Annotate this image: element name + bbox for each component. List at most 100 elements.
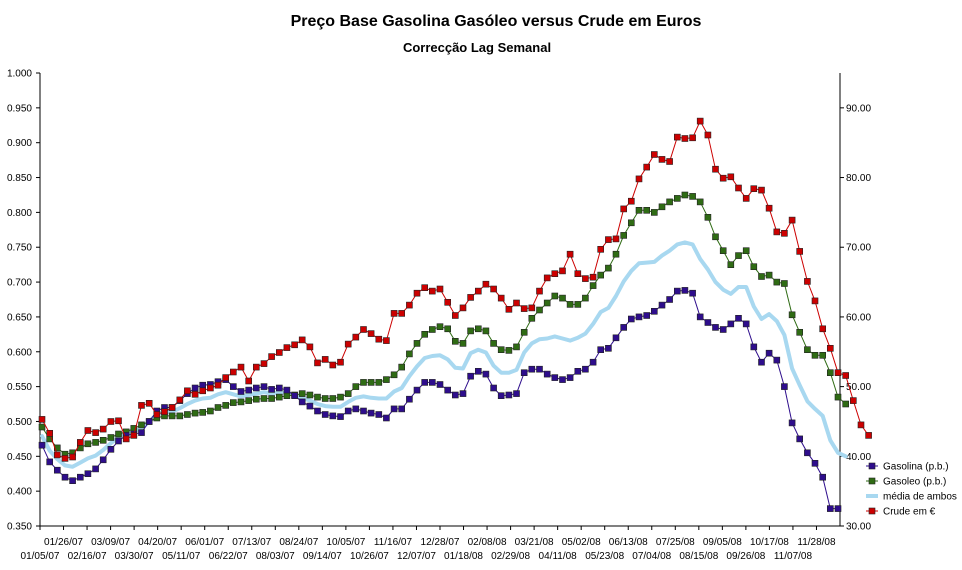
data-point <box>666 296 673 303</box>
data-point <box>658 156 666 163</box>
data-point <box>551 292 559 300</box>
data-point <box>635 175 643 183</box>
y2-tick-label: 50.00 <box>846 382 871 393</box>
data-point <box>750 263 758 271</box>
data-point <box>566 301 574 308</box>
data-point <box>834 505 842 512</box>
data-point <box>467 327 474 335</box>
data-point <box>145 418 153 425</box>
data-point <box>390 310 398 317</box>
y-tick-label: 0.350 <box>7 522 32 533</box>
data-point <box>497 392 505 400</box>
x-tick-label: 03/30/07 <box>115 551 154 562</box>
data-point <box>842 400 850 408</box>
data-point <box>490 285 497 293</box>
data-point <box>383 337 390 344</box>
legend: Gasolina (p.b.) Gasoleo (p.b.) média de am… <box>866 462 957 518</box>
data-point <box>222 402 229 409</box>
data-point <box>528 365 536 373</box>
series-media-de-ambos <box>40 240 848 469</box>
data-point <box>436 285 444 293</box>
data-point <box>804 346 811 354</box>
data-point <box>673 133 681 141</box>
data-point <box>796 328 804 336</box>
data-point <box>61 473 69 481</box>
data-point <box>474 367 482 375</box>
data-point <box>237 398 245 406</box>
data-point <box>574 270 582 278</box>
data-point <box>513 343 520 351</box>
data-point <box>834 393 842 401</box>
data-point <box>375 379 383 386</box>
x-tick-label: 02/16/07 <box>68 551 107 562</box>
data-point <box>230 383 237 390</box>
data-point <box>543 274 551 282</box>
data-point <box>398 363 406 371</box>
data-point <box>536 287 543 295</box>
data-point <box>291 392 298 400</box>
data-point <box>834 369 842 377</box>
data-point <box>673 287 681 295</box>
data-point <box>268 386 275 393</box>
data-point <box>291 341 298 349</box>
data-point <box>138 429 145 436</box>
data-point <box>367 379 375 386</box>
data-point <box>184 387 191 395</box>
data-point <box>635 313 643 321</box>
data-point <box>428 326 436 333</box>
data-point <box>696 117 704 125</box>
data-point <box>605 264 612 272</box>
data-point <box>306 402 314 410</box>
data-point <box>421 379 429 386</box>
data-point <box>53 466 61 474</box>
data-point <box>130 432 138 439</box>
legend-item: Gasolina (p.b.) <box>866 462 949 473</box>
data-point <box>758 358 765 366</box>
data-point <box>505 391 513 399</box>
data-point <box>482 327 490 335</box>
data-point <box>482 280 490 288</box>
data-point <box>735 252 742 259</box>
data-point <box>620 205 628 213</box>
data-point <box>406 395 413 403</box>
data-point <box>551 374 559 381</box>
data-point <box>536 365 543 373</box>
y-tick-label: 0.700 <box>7 278 32 289</box>
data-point <box>857 421 865 429</box>
x-tick-label: 04/20/07 <box>138 537 177 548</box>
x-tick-label: 05/11/07 <box>162 551 201 562</box>
data-point <box>421 330 429 338</box>
data-point <box>574 367 582 375</box>
x-tick-label: 04/11/08 <box>539 551 578 562</box>
data-point <box>184 411 191 418</box>
data-point <box>61 455 69 462</box>
series-layer <box>38 117 872 512</box>
data-point <box>727 261 735 269</box>
x-tick-label: 09/14/07 <box>303 551 342 562</box>
data-point <box>99 456 107 464</box>
x-tick-label: 02/29/08 <box>491 551 530 562</box>
data-point <box>122 435 130 443</box>
x-tick-label: 02/08/08 <box>468 537 507 548</box>
y-tick-label: 0.900 <box>7 138 32 149</box>
x-tick-label: 06/22/07 <box>209 551 248 562</box>
data-point <box>245 377 252 385</box>
data-point <box>191 384 199 392</box>
chart-subtitle: Correcção Lag Semanal <box>403 40 551 55</box>
data-point <box>582 294 589 302</box>
data-point <box>643 207 651 214</box>
data-point <box>758 273 765 280</box>
data-point <box>696 313 704 321</box>
data-point <box>444 325 452 333</box>
data-point <box>627 197 635 205</box>
data-point <box>689 289 696 297</box>
data-point <box>750 185 758 192</box>
data-point <box>781 230 788 237</box>
data-point <box>375 335 383 343</box>
x-tick-label: 06/13/08 <box>609 537 648 548</box>
data-point <box>46 458 54 466</box>
data-point <box>849 397 857 404</box>
data-point <box>497 346 505 354</box>
data-point <box>589 358 597 366</box>
data-point <box>421 284 429 292</box>
